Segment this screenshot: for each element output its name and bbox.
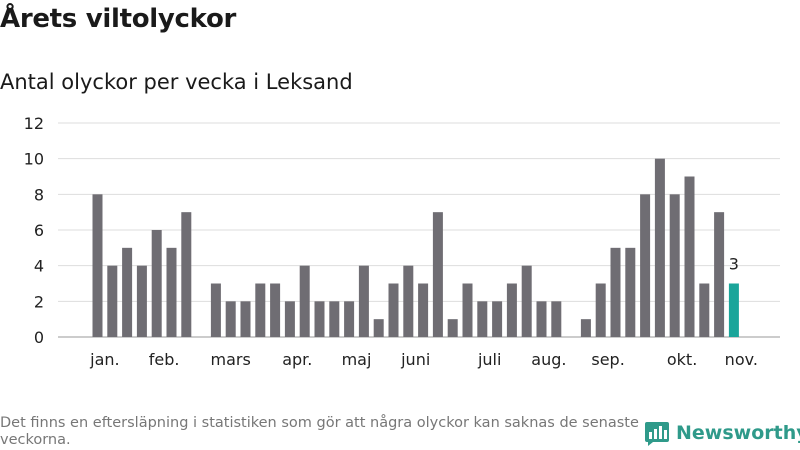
x-tick-label: okt. [667,350,697,369]
bars: 3 [92,158,739,337]
bar [492,301,503,337]
bar [654,158,665,337]
x-tick-label: feb. [149,350,180,369]
x-axis-month-labels: jan. feb. mars apr. maj juni juli aug. sep. okt. n… [89,350,758,369]
bar [684,176,695,337]
bar [314,301,325,337]
bar [699,283,710,337]
bar [625,247,636,337]
bar [610,247,621,337]
bar [388,283,399,337]
x-tick-label: sep. [591,350,624,369]
bar-chart-logo-icon [645,422,669,446]
bar-chart: 0 2 4 6 8 10 12 3 jan. feb. mars apr. maj juni juli a… [24,114,780,369]
y-tick-label: 10 [24,150,44,169]
bar [240,301,251,337]
x-tick-label: aug. [531,350,566,369]
x-tick-label: juli [477,350,501,369]
y-tick-label: 4 [34,257,44,276]
bar [536,301,547,337]
y-tick-label: 12 [24,114,44,133]
bar [270,283,281,337]
y-tick-label: 2 [34,292,44,311]
bar [462,283,473,337]
x-tick-label: apr. [282,350,312,369]
bar [551,301,562,337]
bar [225,301,236,337]
bar [640,194,651,337]
bar [181,212,192,337]
bar [210,283,221,337]
y-tick-label: 0 [34,328,44,347]
bar [122,247,133,337]
bar-highlight [728,283,739,337]
bar [136,265,147,337]
bar [255,283,266,337]
y-tick-label: 6 [34,221,44,240]
bar [418,283,429,337]
footnote: Det finns en eftersläpning i statistiken… [0,415,639,448]
bar [299,265,310,337]
chart-title: Årets viltolyckor [0,4,237,34]
x-tick-label: mars [211,350,251,369]
bar [477,301,488,337]
y-tick-label: 8 [34,185,44,204]
bar-data-label: 3 [729,255,739,274]
bar [344,301,355,337]
bar [107,265,118,337]
brand-name: Newsworthy [676,422,800,444]
bar [329,301,340,337]
brand-logo: Newsworthy [644,420,800,446]
x-tick-label: nov. [725,350,758,369]
chart-subtitle: Antal olyckor per vecka i Leksand [0,70,353,94]
bar [284,301,295,337]
x-tick-label: maj [342,350,372,369]
bar [714,212,725,337]
bar [358,265,369,337]
bar [506,283,517,337]
bar [447,319,458,337]
x-tick-label: jan. [89,350,119,369]
bar [595,283,606,337]
bar [92,194,103,337]
bar [166,247,177,337]
bar [403,265,414,337]
bar [580,319,591,337]
bar [151,230,162,337]
x-tick-label: juni [400,350,430,369]
bar [432,212,443,337]
bar [669,194,680,337]
bar [521,265,532,337]
bar [373,319,384,337]
y-axis-ticks: 0 2 4 6 8 10 12 [24,114,44,347]
